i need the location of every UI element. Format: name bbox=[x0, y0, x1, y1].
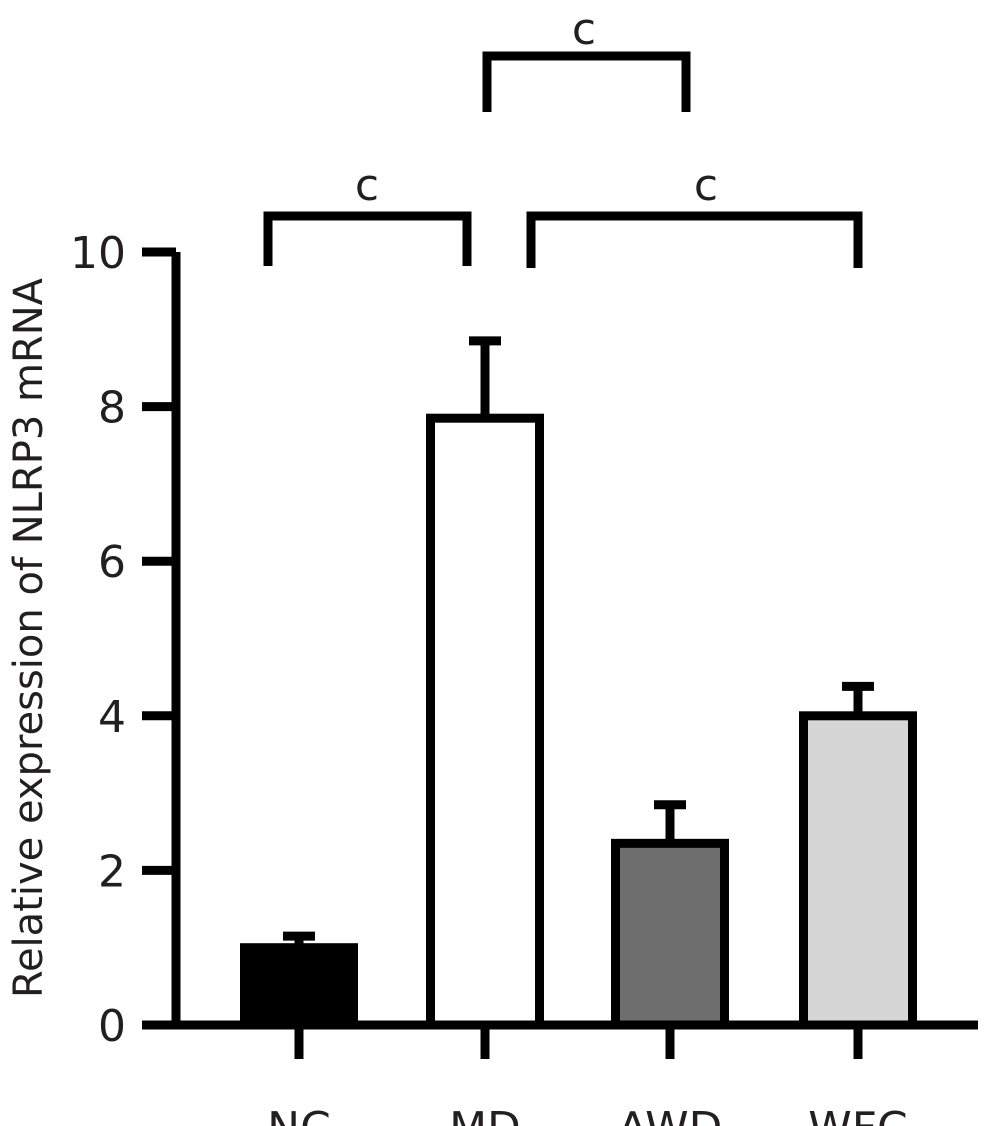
significance-label: c bbox=[355, 160, 379, 211]
x-tick-label-nc: NC bbox=[267, 1103, 331, 1126]
y-tick-label: 8 bbox=[98, 383, 126, 434]
y-tick-label: 6 bbox=[98, 537, 126, 588]
y-tick-label: 2 bbox=[98, 846, 126, 897]
bars bbox=[240, 413, 917, 1030]
x-axis-ticks: NC MD AWD WFC bbox=[267, 1025, 908, 1126]
significance-bracket bbox=[482, 51, 691, 112]
x-tick-label-md: MD bbox=[449, 1103, 521, 1126]
bar-nc bbox=[240, 943, 358, 1030]
bar-wfc bbox=[799, 711, 917, 1030]
significance-label: c bbox=[694, 160, 718, 211]
significance-bracket bbox=[263, 211, 472, 266]
y-axis-ticks: 0 2 4 6 8 10 bbox=[70, 228, 176, 1052]
x-tick-label-wfc: WFC bbox=[808, 1103, 908, 1126]
y-tick-label: 10 bbox=[70, 228, 126, 279]
bar-md bbox=[426, 413, 544, 1030]
significance-brackets: c c c bbox=[263, 4, 863, 268]
y-tick-label: 4 bbox=[98, 692, 126, 743]
significance-bracket bbox=[526, 211, 863, 268]
x-tick-label-awd: AWD bbox=[617, 1103, 722, 1126]
error-bars bbox=[283, 336, 874, 948]
bar-awd bbox=[611, 838, 729, 1030]
y-tick-label: 0 bbox=[98, 1001, 126, 1052]
significance-label: c bbox=[572, 4, 596, 55]
y-axis-label: Relative expression of NLRP3 mRNA bbox=[6, 277, 52, 998]
